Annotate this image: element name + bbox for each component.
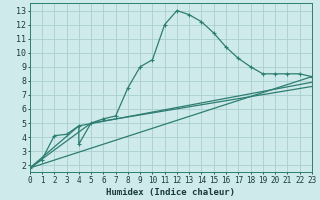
X-axis label: Humidex (Indice chaleur): Humidex (Indice chaleur) — [106, 188, 235, 197]
